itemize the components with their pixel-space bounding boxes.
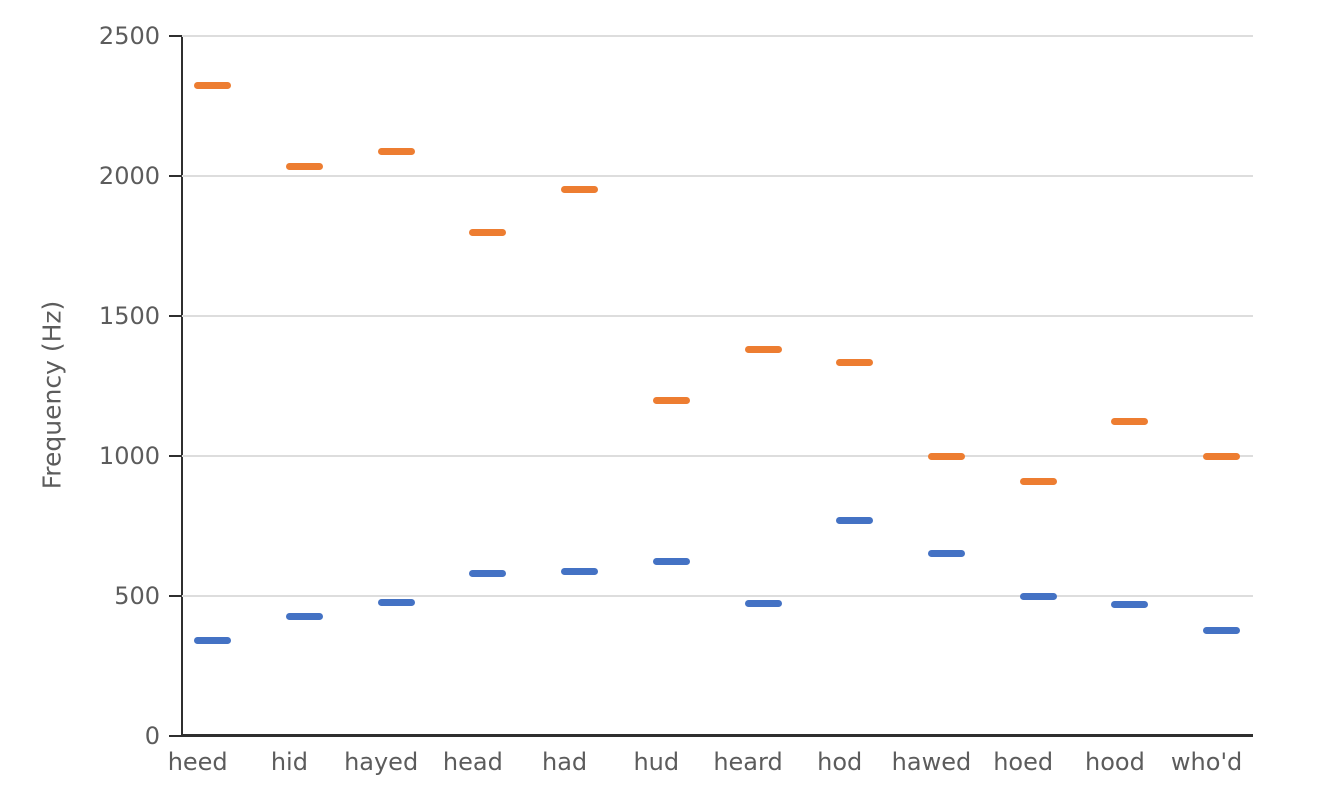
marker-orange-heed [194,82,232,90]
x-tick-label-hoed: hoed [993,748,1054,776]
x-tick-label-had: had [542,748,588,776]
marker-blue-heed [194,636,232,644]
marker-blue-head [469,570,507,578]
x-tick-label-heard: heard [713,748,783,776]
y-tick-2500 [169,35,182,37]
marker-orange-who-d [1203,453,1241,461]
x-axis-line [181,734,1253,737]
x-tick-label-heed: heed [167,748,228,776]
marker-blue-heard [744,599,782,607]
y-tick-0 [169,735,182,737]
gridline-2000 [182,175,1253,177]
marker-orange-hoed [1019,477,1057,485]
marker-blue-hid [285,612,323,620]
y-tick-label-500: 500 [114,582,160,610]
gridline-2500 [182,35,1253,37]
marker-orange-hod [836,359,874,367]
x-tick-label-hayed: hayed [344,748,419,776]
gridline-500 [182,595,1253,597]
marker-orange-hayed [377,147,415,155]
y-tick-500 [169,595,182,597]
marker-orange-hood [1111,418,1149,426]
y-tick-label-2000: 2000 [98,162,160,190]
marker-blue-hawed [927,549,965,557]
y-tick-label-0: 0 [144,722,160,750]
y-tick-1500 [169,315,182,317]
y-tick-label-2500: 2500 [98,22,160,50]
marker-orange-had [561,185,599,193]
y-axis-line [181,36,183,736]
x-tick-label-hud: hud [633,748,680,776]
x-tick-label-who-d: who'd [1170,748,1243,776]
y-tick-label-1500: 1500 [98,302,160,330]
x-tick-label-hod: hod [817,748,863,776]
marker-orange-hawed [927,453,965,461]
marker-blue-who-d [1203,626,1241,634]
marker-orange-hud [652,396,690,404]
marker-orange-heard [744,346,782,354]
y-tick-label-1000: 1000 [98,442,160,470]
y-tick-2000 [169,175,182,177]
x-tick-label-hawed: hawed [891,748,972,776]
marker-blue-had [561,567,599,575]
x-tick-label-hid: hid [270,748,308,776]
marker-blue-hud [652,558,690,566]
marker-blue-hood [1111,601,1149,609]
gridline-1000 [182,455,1253,457]
marker-orange-head [469,228,507,236]
x-tick-label-hood: hood [1084,748,1145,776]
marker-blue-hoed [1019,593,1057,601]
gridline-1500 [182,315,1253,317]
marker-orange-hid [285,162,323,170]
x-tick-label-head: head [442,748,503,776]
y-tick-1000 [169,455,182,457]
marker-blue-hod [836,517,874,525]
marker-blue-hayed [377,599,415,607]
